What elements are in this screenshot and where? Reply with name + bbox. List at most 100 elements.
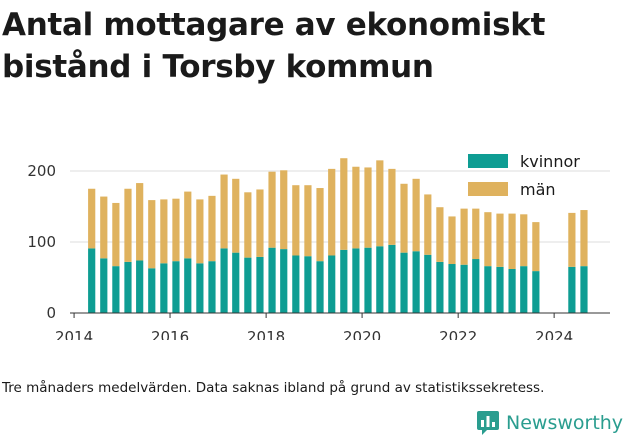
bar-kvinnor-2017-08 bbox=[244, 257, 252, 313]
bar-kvinnor-2019-08 bbox=[340, 249, 348, 313]
bar-kvinnor-2021-11 bbox=[448, 264, 456, 313]
bar-kvinnor-2021-02 bbox=[412, 251, 420, 313]
bar-kvinnor-2020-02 bbox=[364, 247, 372, 313]
bar-kvinnor-2019-05 bbox=[328, 255, 336, 313]
x-tick-label: 2014 bbox=[55, 328, 93, 340]
bar-män-2020-11 bbox=[400, 183, 408, 253]
bar-kvinnor-2019-02 bbox=[316, 261, 324, 313]
bar-män-2019-11 bbox=[352, 166, 360, 249]
y-tick-label: 200 bbox=[27, 162, 56, 180]
grid-lines bbox=[70, 170, 610, 243]
bars bbox=[88, 158, 588, 313]
bar-män-2021-05 bbox=[424, 194, 432, 255]
bar-män-2014-05 bbox=[88, 188, 96, 249]
bar-kvinnor-2024-05 bbox=[568, 266, 576, 313]
bar-män-2019-08 bbox=[340, 158, 348, 250]
bar-kvinnor-2016-02 bbox=[172, 261, 180, 313]
bar-kvinnor-2016-05 bbox=[184, 258, 192, 313]
bar-män-2017-08 bbox=[244, 192, 252, 258]
legend-label-män: män bbox=[520, 180, 556, 199]
bar-kvinnor-2018-02 bbox=[268, 247, 276, 313]
bar-män-2016-11 bbox=[208, 195, 216, 262]
bar-män-2015-02 bbox=[124, 188, 132, 262]
bar-kvinnor-2016-08 bbox=[196, 263, 204, 313]
legend-swatch-män bbox=[468, 182, 508, 196]
bar-män-2014-11 bbox=[112, 202, 120, 267]
bar-kvinnor-2015-02 bbox=[124, 261, 132, 313]
bar-män-2015-08 bbox=[148, 200, 156, 269]
bar-kvinnor-2017-11 bbox=[256, 256, 264, 313]
bar-män-2021-11 bbox=[448, 216, 456, 265]
bar-kvinnor-2018-11 bbox=[304, 256, 312, 313]
newsworthy-logo[interactable]: Newsworthy bbox=[476, 408, 623, 438]
bar-män-2015-05 bbox=[136, 183, 144, 261]
bar-män-2020-02 bbox=[364, 167, 372, 248]
y-tick-label: 0 bbox=[46, 304, 56, 322]
bar-män-2017-05 bbox=[232, 178, 240, 253]
bar-män-2024-05 bbox=[568, 212, 576, 267]
bar-kvinnor-2015-05 bbox=[136, 260, 144, 313]
legend-label-kvinnor: kvinnor bbox=[520, 152, 580, 171]
bar-män-2018-08 bbox=[292, 185, 300, 256]
x-tick-label: 2018 bbox=[247, 328, 285, 340]
bar-män-2023-08 bbox=[532, 222, 540, 272]
axes: 0 100 200 2014 2016 2018 2020 2022 2024 bbox=[27, 162, 610, 340]
bar-kvinnor-2018-08 bbox=[292, 255, 300, 313]
bar-kvinnor-2022-08 bbox=[484, 266, 492, 313]
bar-män-2022-02 bbox=[460, 208, 468, 265]
bar-män-2021-08 bbox=[436, 207, 444, 262]
bar-män-2020-05 bbox=[376, 160, 384, 247]
bar-kvinnor-2017-02 bbox=[220, 248, 228, 313]
bar-kvinnor-2019-11 bbox=[352, 248, 360, 313]
bar-kvinnor-2016-11 bbox=[208, 261, 216, 313]
x-tick-label: 2022 bbox=[439, 328, 477, 340]
bar-kvinnor-2020-05 bbox=[376, 246, 384, 313]
bar-män-2014-08 bbox=[100, 196, 108, 259]
bar-kvinnor-2024-08 bbox=[580, 266, 588, 313]
legend-swatch-kvinnor bbox=[468, 154, 508, 168]
bar-kvinnor-2022-02 bbox=[460, 264, 468, 313]
bar-män-2020-08 bbox=[388, 168, 396, 245]
bar-män-2018-11 bbox=[304, 185, 312, 257]
bar-män-2017-11 bbox=[256, 189, 264, 257]
bar-kvinnor-2017-05 bbox=[232, 252, 240, 313]
chart-caption: Tre månaders medelvärden. Data saknas ib… bbox=[2, 380, 545, 396]
bar-kvinnor-2023-08 bbox=[532, 271, 540, 313]
bar-män-2016-08 bbox=[196, 199, 204, 264]
y-tick-label: 100 bbox=[27, 233, 56, 251]
bar-kvinnor-2014-11 bbox=[112, 266, 120, 313]
x-tick-label: 2016 bbox=[151, 328, 189, 340]
bar-kvinnor-2022-11 bbox=[496, 266, 504, 313]
bar-män-2024-08 bbox=[580, 210, 588, 267]
bar-män-2019-05 bbox=[328, 168, 336, 256]
bar-män-2016-05 bbox=[184, 191, 192, 259]
bar-kvinnor-2021-05 bbox=[424, 254, 432, 313]
bar-män-2018-05 bbox=[280, 170, 288, 250]
bar-kvinnor-2020-08 bbox=[388, 244, 396, 313]
bar-chart-logo-icon bbox=[477, 411, 499, 435]
bar-män-2017-02 bbox=[220, 174, 228, 249]
bar-kvinnor-2023-05 bbox=[520, 266, 528, 313]
bar-män-2019-02 bbox=[316, 188, 324, 262]
bar-kvinnor-2023-02 bbox=[508, 268, 516, 313]
bar-män-2021-02 bbox=[412, 178, 420, 252]
bar-män-2022-05 bbox=[472, 208, 480, 260]
stacked-bar-chart: 0 100 200 2014 2016 2018 2020 2022 2024 kvinnor m… bbox=[27, 152, 610, 340]
bar-män-2015-11 bbox=[160, 199, 168, 264]
bar-män-2016-02 bbox=[172, 198, 180, 262]
bar-män-2022-11 bbox=[496, 213, 504, 267]
bar-män-2018-02 bbox=[268, 171, 276, 248]
bar-kvinnor-2021-08 bbox=[436, 261, 444, 313]
bar-kvinnor-2015-08 bbox=[148, 268, 156, 313]
bar-kvinnor-2014-08 bbox=[100, 258, 108, 313]
bar-kvinnor-2020-11 bbox=[400, 252, 408, 313]
bar-kvinnor-2022-05 bbox=[472, 259, 480, 313]
bar-män-2023-05 bbox=[520, 214, 528, 267]
chart-title: Antal mottagare av ekonomiskt bistånd i … bbox=[2, 7, 546, 85]
x-tick-label: 2024 bbox=[535, 328, 573, 340]
bar-kvinnor-2018-05 bbox=[280, 249, 288, 313]
bar-kvinnor-2014-05 bbox=[88, 248, 96, 313]
bar-kvinnor-2015-11 bbox=[160, 263, 168, 313]
bar-män-2023-02 bbox=[508, 213, 516, 269]
x-tick-label: 2020 bbox=[343, 328, 381, 340]
